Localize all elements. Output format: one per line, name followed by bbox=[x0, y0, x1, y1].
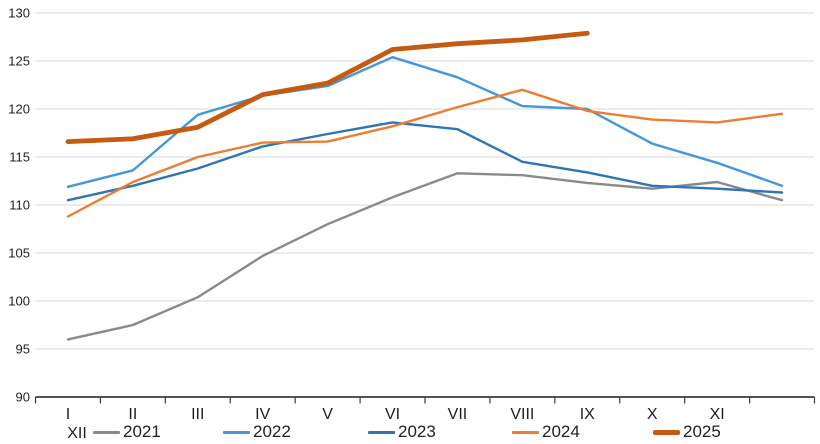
x-axis-label-VI: VI bbox=[385, 406, 400, 423]
y-axis-label-105: 105 bbox=[8, 246, 30, 261]
x-axis-label-X: X bbox=[647, 406, 658, 423]
x-axis-label-III: III bbox=[191, 406, 204, 423]
x-axis-label-V: V bbox=[322, 406, 333, 423]
x-axis-label-wrapped-XII: XII bbox=[67, 425, 87, 442]
y-axis-label-125: 125 bbox=[8, 54, 30, 69]
y-axis-label-100: 100 bbox=[8, 294, 30, 309]
series-line-2024 bbox=[66, 88, 784, 218]
x-axis-label-VIII: VIII bbox=[510, 406, 534, 423]
x-axis-label-IV: IV bbox=[255, 406, 270, 423]
y-axis-label-110: 110 bbox=[9, 198, 30, 213]
x-axis-label-VII: VII bbox=[448, 406, 468, 423]
series-line-2023 bbox=[66, 121, 784, 202]
y-axis-label-90: 90 bbox=[16, 390, 30, 405]
x-axis-label-XI: XI bbox=[710, 406, 725, 423]
series-line-2022 bbox=[66, 56, 784, 189]
x-axis-label-I: I bbox=[66, 406, 70, 423]
y-axis-label-95: 95 bbox=[16, 342, 30, 357]
y-axis-label-120: 120 bbox=[8, 102, 30, 117]
y-axis-label-115: 115 bbox=[9, 150, 30, 165]
series-line-2021 bbox=[66, 172, 784, 341]
x-axis-label-IX: IX bbox=[580, 406, 595, 423]
series-line-2025 bbox=[65, 30, 590, 145]
x-axis-label-II: II bbox=[128, 406, 137, 423]
y-axis-label-130: 130 bbox=[8, 6, 30, 21]
